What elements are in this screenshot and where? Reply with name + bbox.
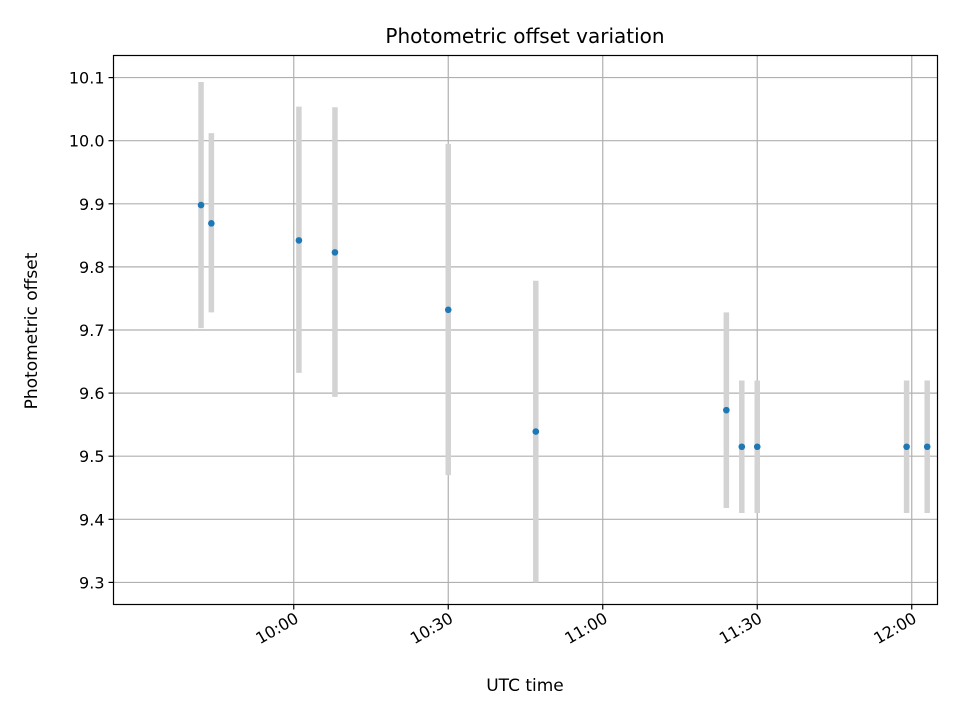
y-tick-label: 9.7 [79,321,104,340]
data-point [331,249,339,256]
y-tick-label: 9.5 [79,447,104,466]
chart-title: Photometric offset variation [385,24,664,48]
y-tick-label: 9.8 [79,258,104,277]
y-tick-label: 9.9 [79,195,104,214]
data-point [295,237,303,244]
data-point [208,220,215,227]
data-point [753,443,761,451]
x-axis-title: UTC time [486,676,564,696]
y-tick-label: 9.3 [79,573,104,592]
y-tick-label: 9.4 [79,510,104,529]
data-point [923,443,931,451]
data-points [197,201,931,451]
y-tick-label: 10.1 [69,69,105,88]
y-tick-label: 10.0 [69,132,105,151]
data-point [738,443,746,451]
data-point [723,406,730,414]
y-axis-title: Photometric offset [22,252,42,409]
data-point [444,306,452,314]
y-tick-label: 9.6 [79,384,104,403]
data-point [903,443,910,451]
data-point [197,201,205,209]
data-point [532,428,540,435]
